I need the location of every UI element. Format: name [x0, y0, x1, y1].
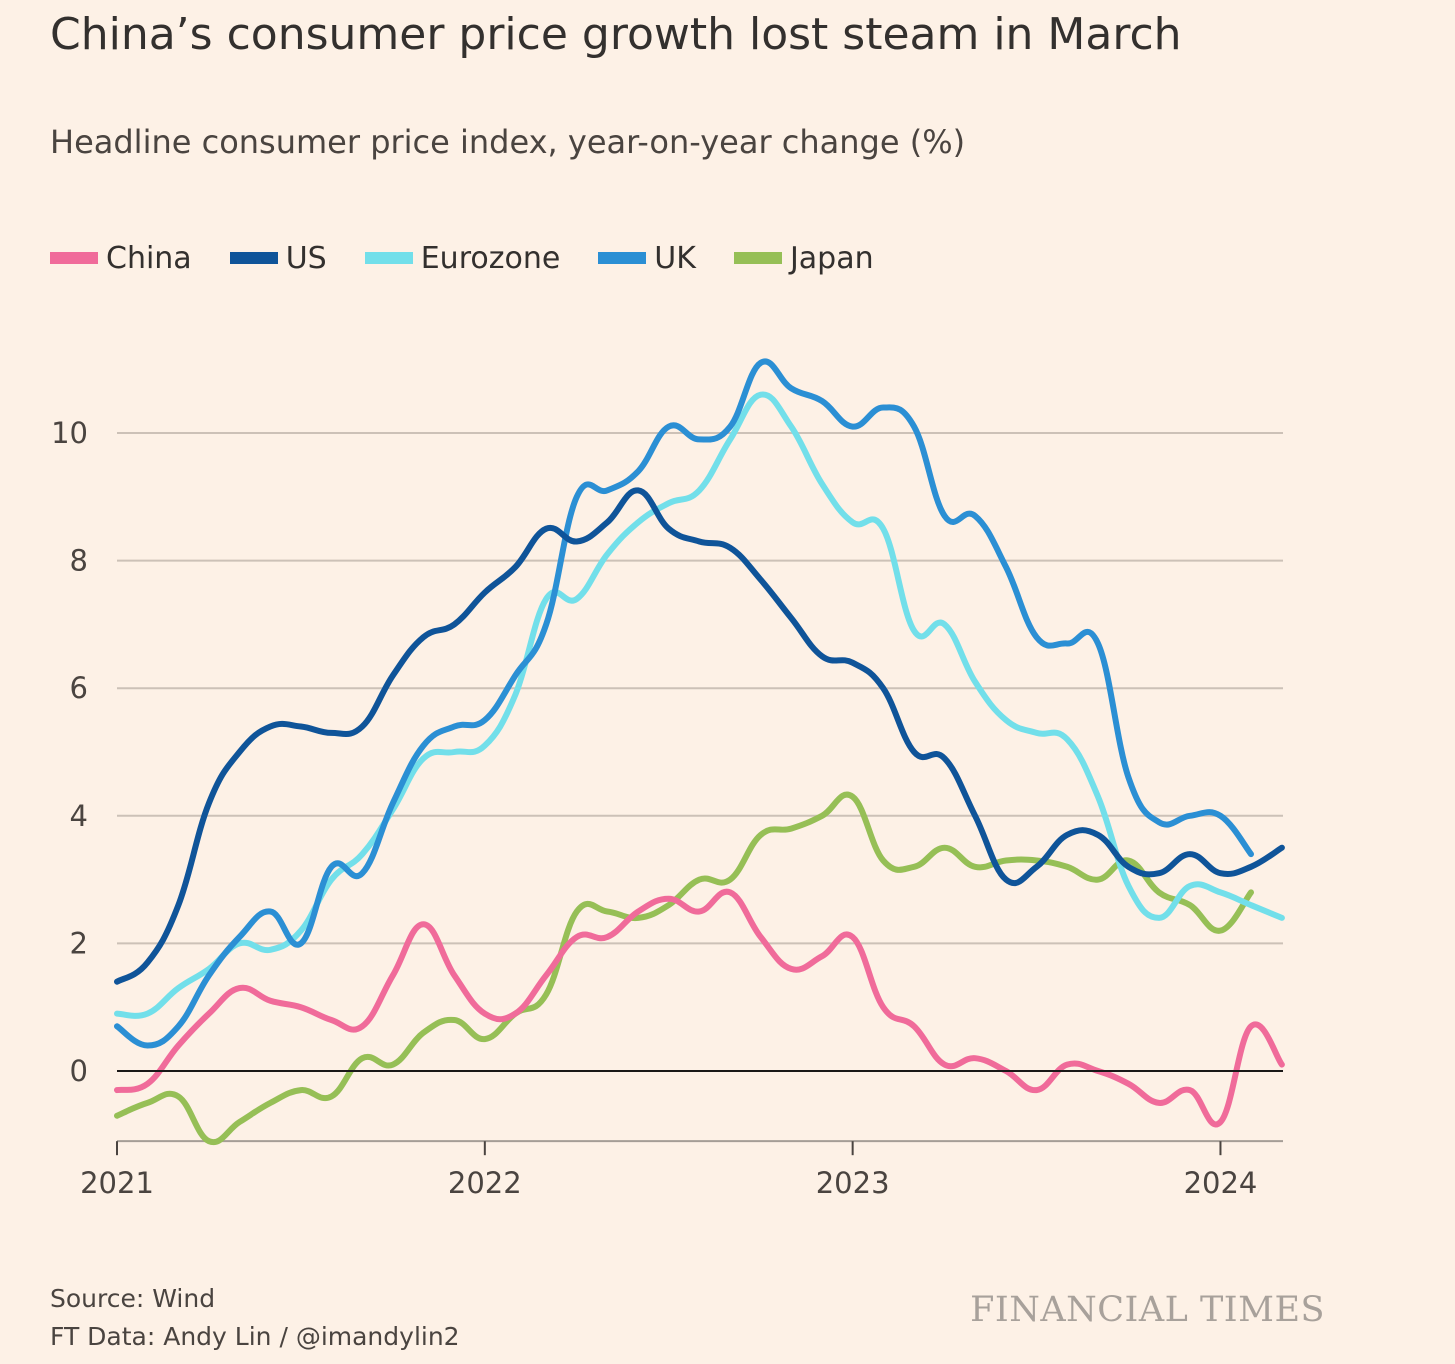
legend-swatch [50, 252, 98, 264]
x-tick-label: 2023 [816, 1166, 890, 1200]
legend-item-japan: Japan [733, 240, 874, 276]
series-line-eurozone [114, 391, 1285, 1019]
series-line-uk [114, 358, 1254, 1049]
legend: China US Eurozone UK Japan [50, 236, 912, 280]
legend-swatch [598, 252, 647, 264]
credit-text: FT Data: Andy Lin / @imandylin2 [50, 1322, 460, 1351]
series-line-japan [114, 791, 1254, 1146]
y-tick-label: 6 [70, 671, 88, 705]
legend-swatch [229, 252, 278, 264]
y-tick-label: 0 [70, 1054, 88, 1088]
y-tick-label: 4 [70, 799, 88, 833]
legend-label: Eurozone [420, 240, 561, 276]
x-tick-label: 2022 [448, 1166, 522, 1200]
legend-swatch [364, 252, 413, 264]
y-tick-label: 2 [70, 926, 88, 960]
line-chart: 0 2 4 6 8 10 2021 2022 2023 2024 [51, 358, 1285, 1200]
y-tick-label: 8 [70, 544, 88, 578]
source-text: Source: Wind [50, 1284, 216, 1313]
chart-subtitle: Headline consumer price index, year-on-y… [50, 123, 966, 161]
series-line-us [114, 487, 1285, 985]
x-tick-label: 2021 [80, 1166, 154, 1200]
legend-item-uk: UK [598, 241, 696, 276]
y-tick-label: 10 [51, 416, 88, 450]
legend-label: Japan [789, 240, 874, 276]
legend-label: China [106, 240, 192, 276]
legend-label: US [285, 240, 327, 276]
legend-item-eurozone: Eurozone [364, 240, 561, 276]
source-note: Source: Wind FT Data: Andy Lin / @imandy… [50, 1280, 460, 1356]
legend-label: UK [654, 240, 696, 276]
chart-title: China’s consumer price growth lost steam… [50, 9, 1182, 60]
brand-logo: FINANCIAL TIMES [970, 1290, 1325, 1330]
legend-item-china: China [50, 241, 192, 276]
x-tick-label: 2024 [1184, 1166, 1258, 1200]
legend-swatch [733, 252, 782, 264]
legend-item-us: US [229, 240, 327, 276]
